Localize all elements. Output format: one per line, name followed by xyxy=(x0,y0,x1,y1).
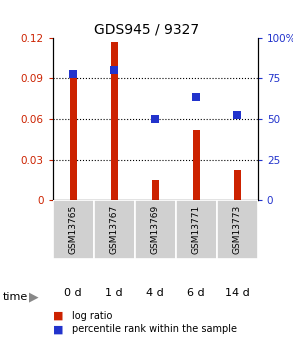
Bar xyxy=(176,200,217,259)
Text: 14 d: 14 d xyxy=(225,288,250,298)
Text: 4 d: 4 d xyxy=(146,288,164,298)
Bar xyxy=(135,200,176,259)
Point xyxy=(71,71,76,76)
Text: log ratio: log ratio xyxy=(72,311,112,321)
Text: 6 d: 6 d xyxy=(188,288,205,298)
Text: GSM13769: GSM13769 xyxy=(151,205,160,254)
Bar xyxy=(217,200,258,259)
Bar xyxy=(53,200,94,259)
Text: time: time xyxy=(3,292,28,302)
Point xyxy=(194,95,199,100)
Text: ■: ■ xyxy=(53,311,63,321)
Bar xyxy=(110,42,118,200)
Text: GDS945 / 9327: GDS945 / 9327 xyxy=(94,22,199,37)
Text: 1 d: 1 d xyxy=(105,288,123,298)
Bar xyxy=(234,170,241,200)
Text: ■: ■ xyxy=(53,325,63,334)
Point xyxy=(112,68,117,73)
Bar xyxy=(151,180,159,200)
Text: GSM13771: GSM13771 xyxy=(192,205,201,254)
Point xyxy=(153,116,158,122)
Bar xyxy=(193,130,200,200)
Text: GSM13765: GSM13765 xyxy=(69,205,78,254)
Text: percentile rank within the sample: percentile rank within the sample xyxy=(72,325,237,334)
Text: 0 d: 0 d xyxy=(64,288,82,298)
Text: GSM13773: GSM13773 xyxy=(233,205,242,254)
Point xyxy=(235,112,240,118)
Text: GSM13767: GSM13767 xyxy=(110,205,119,254)
Bar xyxy=(69,78,77,200)
Text: ▶: ▶ xyxy=(29,290,38,303)
Bar xyxy=(94,200,135,259)
